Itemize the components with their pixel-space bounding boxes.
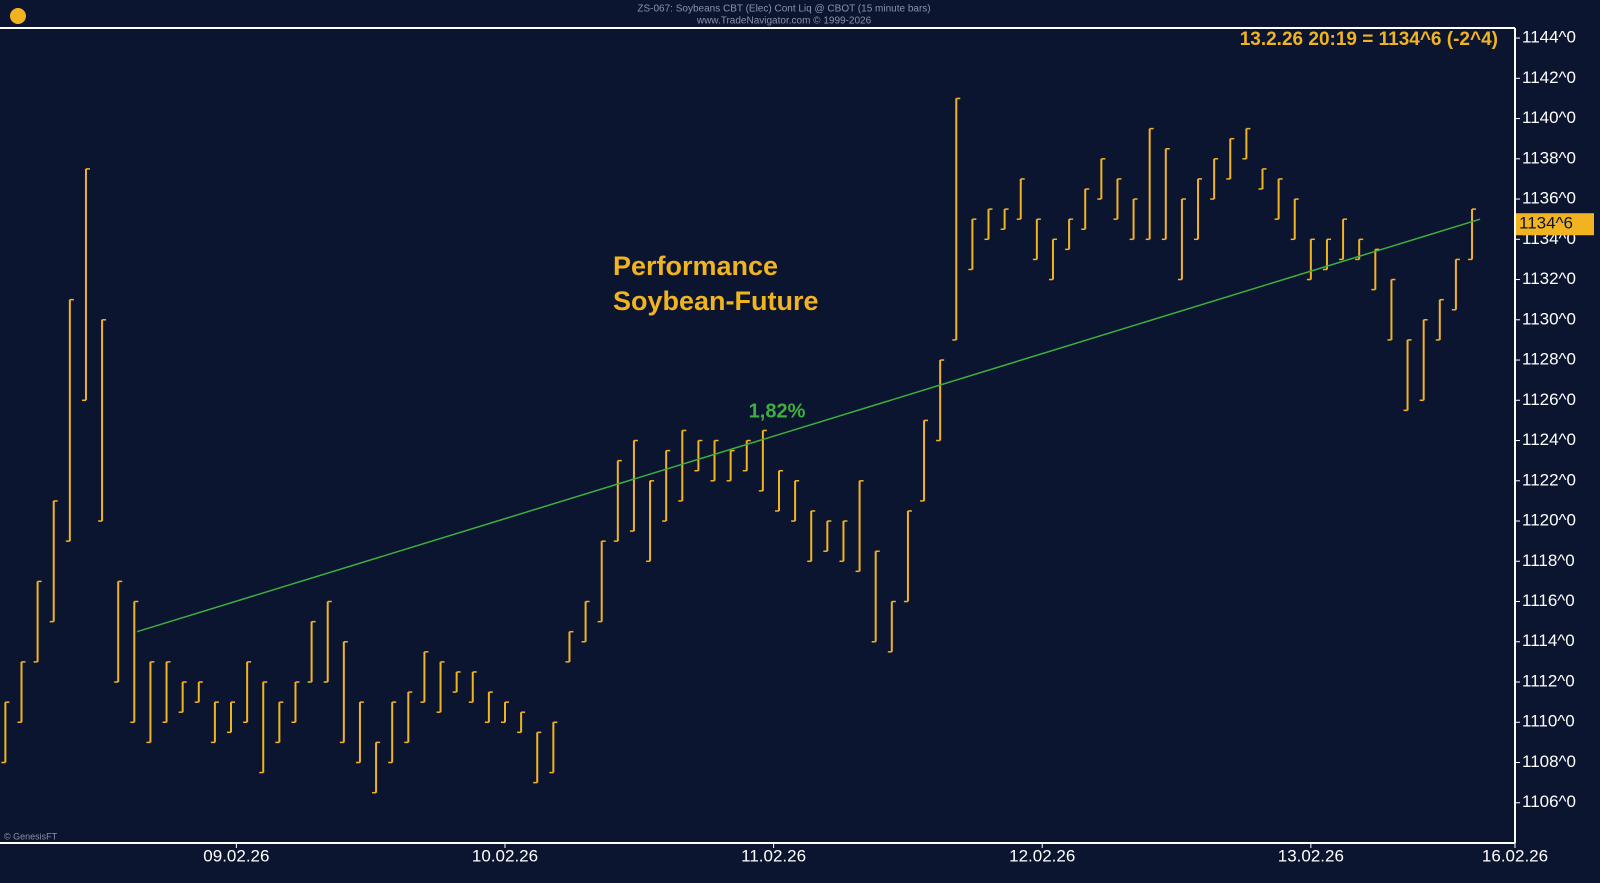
y-tick-label: 1110^0 [1522, 712, 1575, 731]
y-tick-label: 1114^0 [1522, 631, 1575, 650]
x-tick-label: 16.02.26 [1482, 846, 1548, 865]
y-tick-label: 1124^0 [1522, 430, 1576, 449]
y-tick-label: 1132^0 [1522, 269, 1576, 288]
x-tick-label: 10.02.26 [472, 846, 538, 865]
y-tick-label: 1144^0 [1522, 28, 1576, 47]
title-line: Performance [613, 251, 778, 281]
x-tick-label: 11.02.26 [741, 846, 806, 865]
logo [10, 8, 26, 24]
y-tick-label: 1140^0 [1522, 108, 1576, 127]
y-tick-label: 1108^0 [1522, 752, 1576, 771]
y-tick-label: 1136^0 [1522, 189, 1576, 208]
subheader: www.TradeNavigator.com © 1999-2026 [696, 16, 872, 27]
quote: 13.2.26 20:19 = 1134^6 (-2^4) [1240, 29, 1498, 50]
credit: © GenesisFT [4, 831, 58, 841]
y-tick-label: 1142^0 [1522, 68, 1576, 87]
y-tick-label: 1118^0 [1522, 551, 1575, 570]
title-line: Soybean-Future [613, 286, 819, 316]
x-tick-label: 13.02.26 [1278, 846, 1344, 865]
y-tick-label: 1130^0 [1522, 309, 1576, 328]
y-tick-label: 1122^0 [1522, 470, 1576, 489]
header: ZS-067: Soybeans CBT (Elec) Cont Liq @ C… [637, 4, 930, 15]
y-tick-label: 1120^0 [1522, 511, 1576, 530]
x-tick-label: 12.02.26 [1009, 846, 1075, 865]
trend-line [136, 218, 1481, 633]
y-tick-label: 1116^0 [1522, 591, 1575, 610]
last-price-box [1516, 213, 1594, 236]
y-tick-label: 1128^0 [1522, 350, 1576, 369]
y-tick-label: 1112^0 [1522, 671, 1575, 690]
last-price-label: 1134^6 [1519, 214, 1573, 233]
x-tick-label: 09.02.26 [203, 846, 269, 865]
trend-label: 1,82% [749, 400, 806, 422]
y-tick-label: 1126^0 [1522, 390, 1576, 409]
y-tick-label: 1138^0 [1522, 148, 1576, 167]
y-tick-label: 1106^0 [1522, 792, 1576, 811]
